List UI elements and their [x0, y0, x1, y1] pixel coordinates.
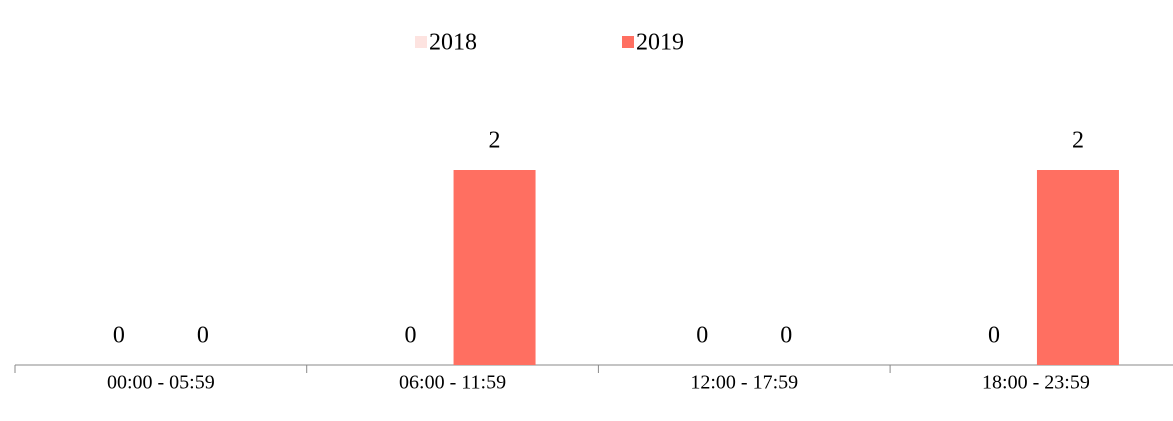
legend-label: 2019: [636, 30, 684, 56]
data-label: 0: [405, 323, 417, 349]
data-label: 0: [988, 323, 1000, 349]
data-label: 0: [113, 323, 125, 349]
legend-swatch: [622, 36, 634, 48]
x-tick-label: 12:00 - 17:59: [690, 372, 798, 394]
bar: [1036, 170, 1119, 365]
bar: [453, 170, 536, 365]
x-tick-label: 00:00 - 05:59: [107, 372, 215, 394]
x-tick-label: 06:00 - 11:59: [399, 372, 506, 394]
data-label: 2: [1072, 128, 1084, 154]
data-label: 0: [780, 323, 792, 349]
x-tick-label: 18:00 - 23:59: [982, 372, 1090, 394]
data-label: 2: [489, 128, 501, 154]
legend-swatch: [415, 36, 427, 48]
data-label: 0: [696, 323, 708, 349]
data-label: 0: [197, 323, 209, 349]
legend-label: 2018: [429, 30, 477, 56]
